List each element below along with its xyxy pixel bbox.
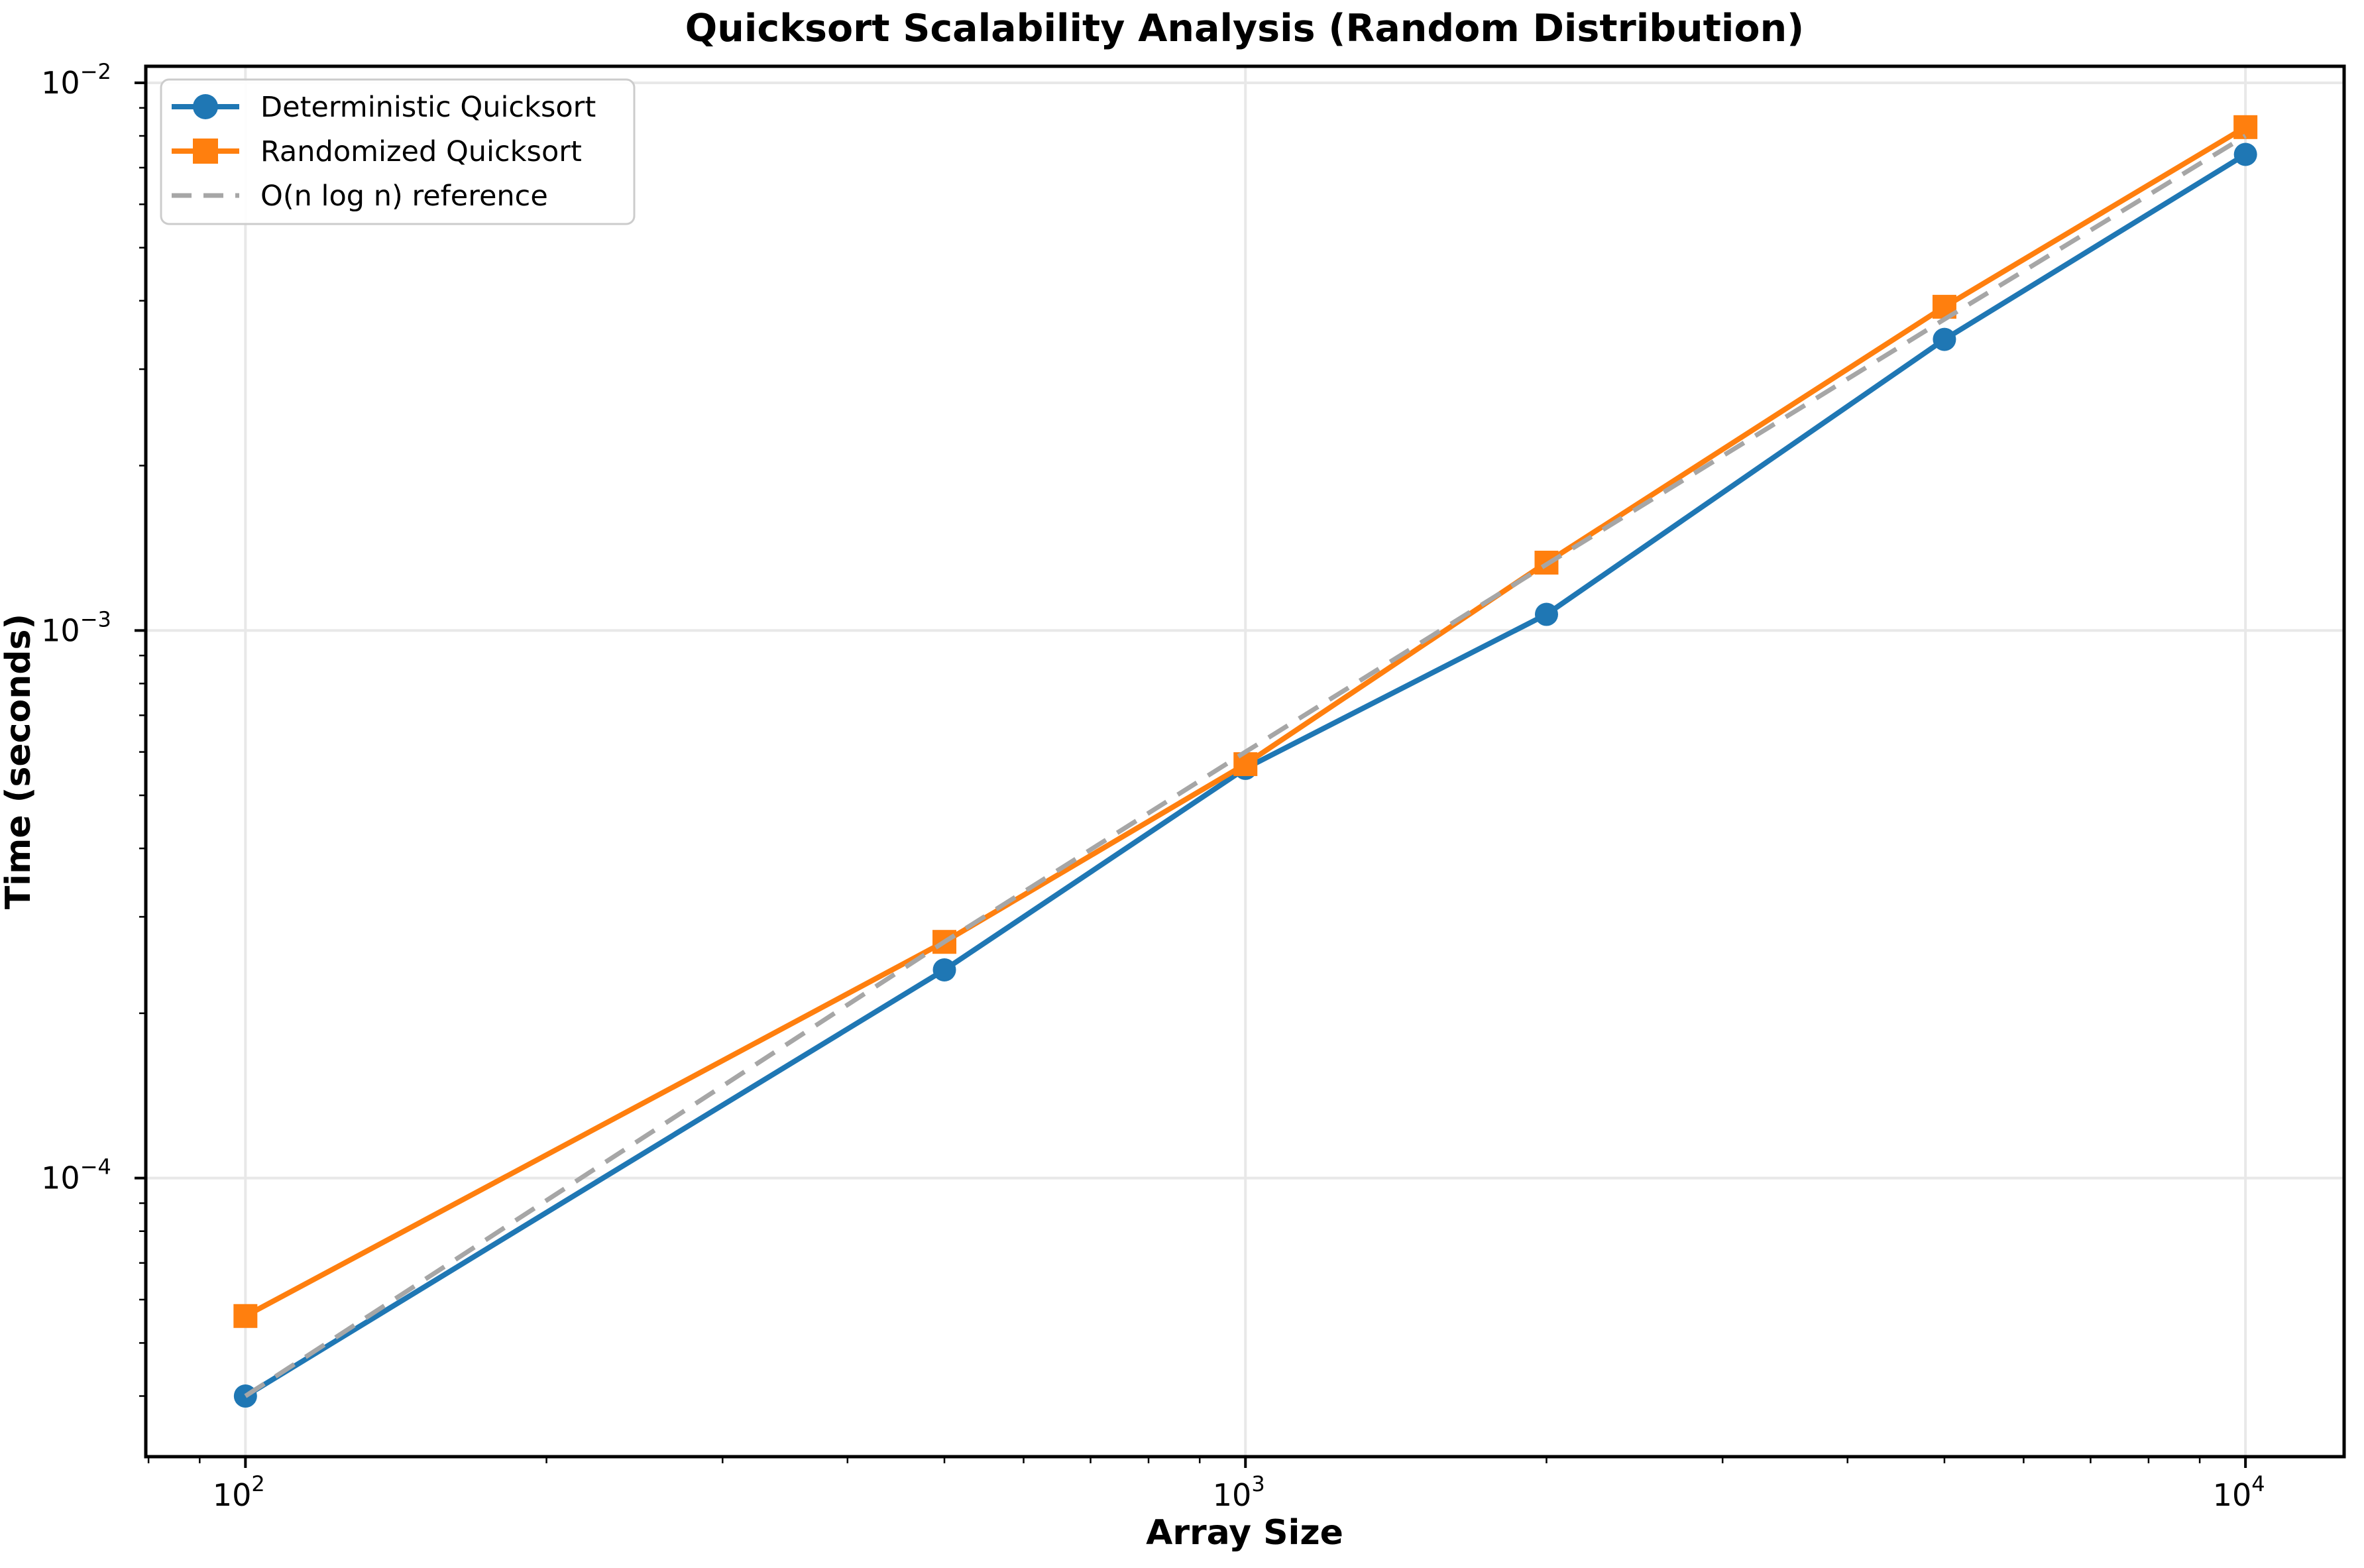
series-line-deterministic-quicksort (244, 152, 2247, 1398)
chart-title: Quicksort Scalability Analysis (Random D… (685, 7, 1804, 50)
legend-label-randomized-quicksort: Randomized Quicksort (260, 135, 582, 168)
x-tick-label: 104 (2213, 1471, 2265, 1513)
series-line-randomized-quicksort (244, 125, 2247, 1319)
data-point-randomized-quicksort (2233, 115, 2258, 139)
x-tick-label: 102 (213, 1471, 265, 1513)
legend-label-o-n-log-n-reference: O(n log n) reference (260, 180, 548, 213)
x-tick-label: 103 (1213, 1471, 1265, 1513)
legend-box (160, 78, 636, 225)
axis-ticks (135, 81, 2247, 1468)
data-point-deterministic-quicksort (1534, 602, 1558, 626)
legend: Deterministic Quicksort Randomized Quicks… (160, 78, 636, 225)
data-series (233, 115, 2258, 1408)
y-tick-label: 10−2 (41, 59, 111, 101)
y-tick-label: 10−3 (41, 606, 111, 648)
y-axis-label: Time (seconds) (0, 614, 38, 909)
series-line-o-n-log-n-reference (244, 134, 2247, 1398)
legend-marker-randomized-quicksort (193, 139, 218, 164)
legend-marker-deterministic-quicksort (193, 94, 218, 119)
data-point-deterministic-quicksort (2233, 142, 2257, 166)
data-point-randomized-quicksort (1233, 752, 1258, 777)
axis-tick-labels: 102 103 104 10−2 10−3 10−4 (41, 59, 2265, 1513)
data-point-deterministic-quicksort (1933, 327, 1956, 351)
data-point-deterministic-quicksort (932, 958, 956, 981)
data-point-randomized-quicksort (233, 1304, 258, 1328)
x-axis-label: Array Size (1146, 1513, 1343, 1553)
legend-label-deterministic-quicksort: Deterministic Quicksort (260, 91, 596, 124)
y-tick-label: 10−4 (41, 1154, 111, 1196)
